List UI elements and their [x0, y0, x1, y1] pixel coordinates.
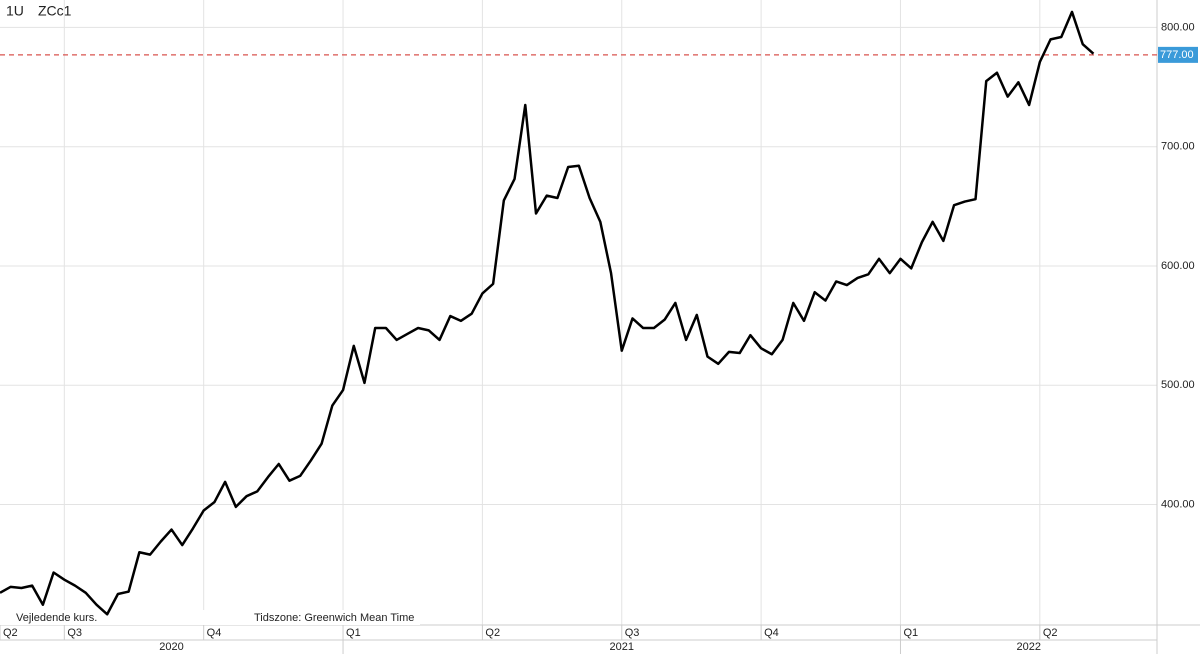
year-label: 2022 [1016, 641, 1040, 653]
price-line [0, 10, 1095, 616]
x-tick-label: Q2 [485, 627, 500, 639]
x-tick-label: Q2 [3, 627, 18, 639]
x-tick-label: Q4 [764, 627, 779, 639]
chart-title: ZCc1 [38, 3, 72, 19]
year-label: 2020 [159, 641, 183, 653]
timezone: Tidszone: Greenwich Mean Time [254, 612, 414, 624]
reference-label-bg [1158, 46, 1198, 63]
x-tick-label: Q4 [207, 627, 222, 639]
note: Vejledende kurs. [16, 612, 97, 624]
year-label: 2021 [610, 641, 634, 653]
x-tick-label: Q1 [346, 627, 361, 639]
y-tick-label: 600.00 [1161, 260, 1195, 272]
y-tick-label: 400.00 [1161, 498, 1195, 510]
y-tick-label: 700.00 [1161, 141, 1195, 153]
interval: 1U [6, 3, 24, 19]
x-tick-label: Q2 [1043, 627, 1058, 639]
y-tick-label: 500.00 [1161, 379, 1195, 391]
x-tick-label: Q3 [625, 627, 640, 639]
x-tick-label: Q3 [67, 627, 82, 639]
y-tick-label: 800.00 [1161, 21, 1195, 33]
reference-label: 777.00 [1160, 49, 1194, 61]
x-tick-label: Q1 [903, 627, 918, 639]
